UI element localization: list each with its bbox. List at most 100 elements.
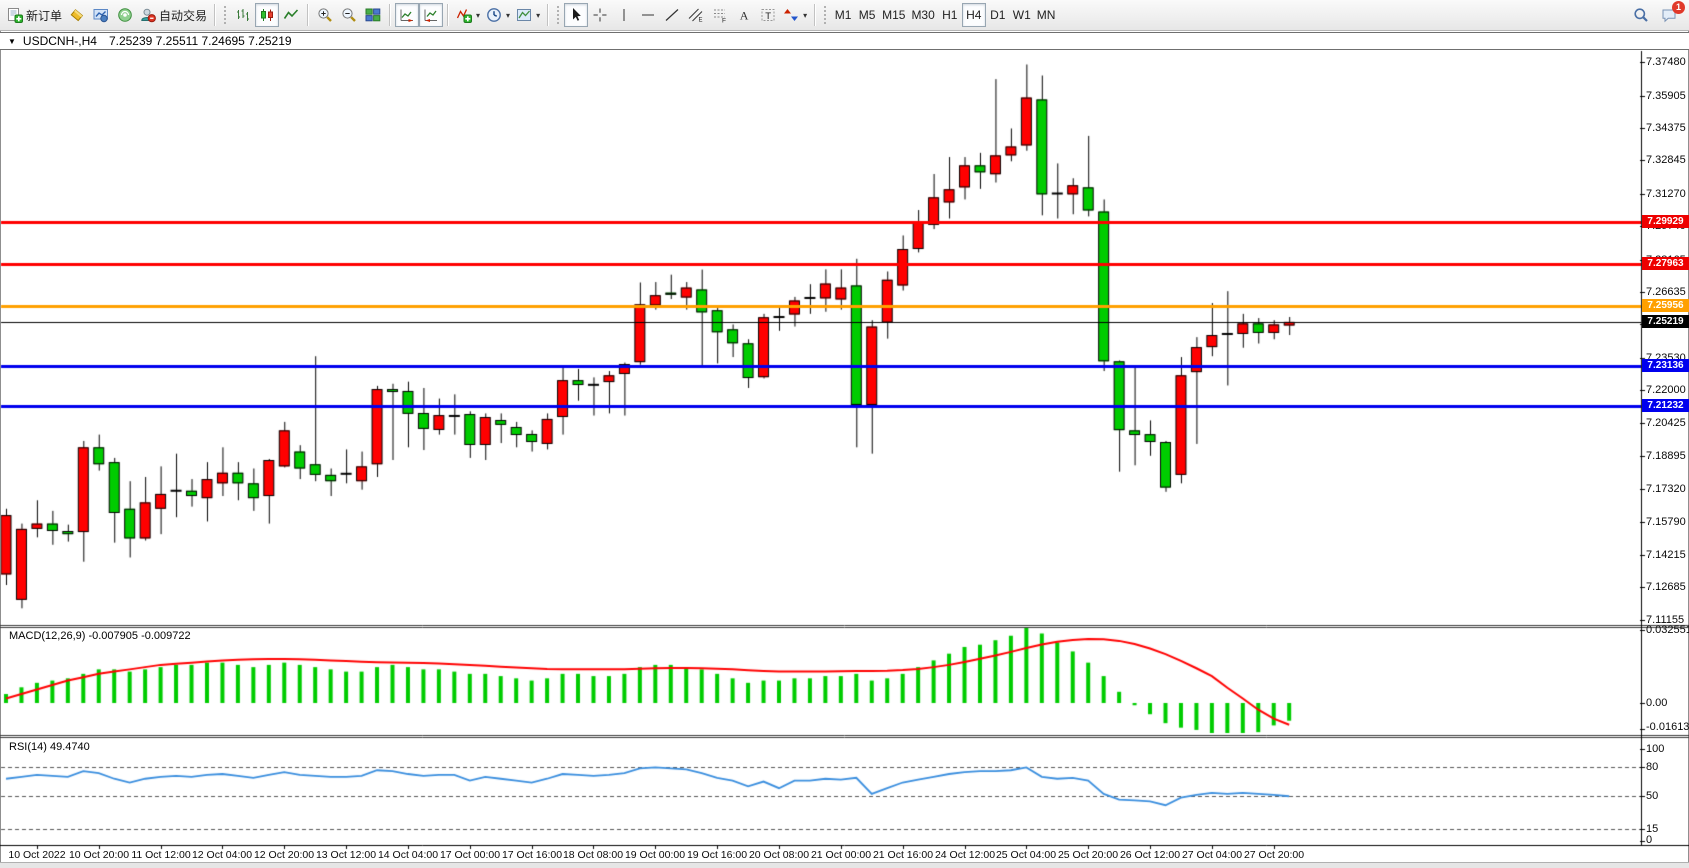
equidistant-channel-button[interactable]: E xyxy=(684,3,708,27)
toolbar-group: E F A T ▾ xyxy=(564,2,810,29)
toolbar: 新订单 自动交易 ▾ ▾ ▾ E F A T ▾ M1 M5 M15 M30 H1 H4 D1 W1 MN 1 xyxy=(0,0,1689,31)
tf-m15-button[interactable]: M15 xyxy=(879,3,908,27)
rsi-tick-label: 50 xyxy=(1646,790,1659,802)
candlestick-chart-button[interactable] xyxy=(255,3,280,27)
toolbar-drag-handle xyxy=(823,5,829,25)
chart-symbol-period: USDCNH-,H4 xyxy=(22,34,97,48)
navigator-button[interactable] xyxy=(89,3,113,27)
trendline-button[interactable] xyxy=(660,3,684,27)
tile-windows-button[interactable] xyxy=(361,3,385,27)
svg-text:F: F xyxy=(722,18,726,24)
arrows-button[interactable]: ▾ xyxy=(780,3,810,27)
macd-indicator-label: MACD(12,26,9) -0.007905 -0.009722 xyxy=(9,630,191,642)
toolbar-separator xyxy=(389,4,392,26)
time-axis-label: 19 Oct 16:00 xyxy=(686,849,748,861)
vertical-line-button[interactable] xyxy=(612,3,636,27)
horizontal-line-button[interactable] xyxy=(636,3,660,27)
periods-button[interactable]: ▾ xyxy=(483,3,513,27)
one-click-trading-toggle-icon[interactable]: ▼ xyxy=(8,36,16,46)
line-chart-icon xyxy=(283,7,299,23)
price-tick-label: 7.15790 xyxy=(1646,516,1686,528)
tf-m1-label: M1 xyxy=(834,8,852,22)
arrows-dropdown-icon[interactable]: ▾ xyxy=(803,10,808,20)
templates-button[interactable]: ▾ xyxy=(513,3,543,27)
auto-scroll-icon xyxy=(399,7,415,23)
notifications-button[interactable]: 1 xyxy=(1657,1,1685,27)
text-label-icon: T xyxy=(760,7,776,23)
price-tick-label: 7.37480 xyxy=(1646,56,1686,68)
text-button[interactable]: A xyxy=(732,3,756,27)
tf-m15-label: M15 xyxy=(882,8,906,22)
signals-button[interactable] xyxy=(113,3,137,27)
macd-tick-label: -0.016137 xyxy=(1646,721,1689,733)
chart-shift-button[interactable] xyxy=(419,3,444,27)
toolbar-separator xyxy=(547,4,550,26)
templates-dropdown-icon[interactable]: ▾ xyxy=(536,10,541,20)
price-tick-label: 7.17320 xyxy=(1646,483,1686,495)
periods-dropdown-icon[interactable]: ▾ xyxy=(506,10,511,20)
zoom-in-button[interactable] xyxy=(313,3,337,27)
indicators-icon xyxy=(456,7,473,23)
macd-tick-label: 0.00 xyxy=(1646,697,1668,709)
price-tag-7.23136: 7.23136 xyxy=(1642,359,1689,372)
time-axis-label: 25 Oct 20:00 xyxy=(1057,849,1119,861)
toolbar-drag-handle xyxy=(556,5,562,25)
macd-tick-label: 0.032551 xyxy=(1646,624,1689,636)
tf-h4-label: H4 xyxy=(966,8,982,22)
text-label-button[interactable]: T xyxy=(756,3,780,27)
periods-icon xyxy=(486,7,502,23)
toolbar-group: ▾ ▾ ▾ xyxy=(453,2,543,29)
tf-m1-button[interactable]: M1 xyxy=(831,3,855,27)
notifications-badge: 1 xyxy=(1672,1,1685,14)
new-order-button[interactable]: 新订单 xyxy=(4,3,65,27)
tf-w1-label: W1 xyxy=(1012,8,1031,22)
zoom-out-button[interactable] xyxy=(337,3,361,27)
tf-h4-button[interactable]: H4 xyxy=(961,3,986,27)
signals-icon xyxy=(117,7,133,23)
equidistant-channel-icon: E xyxy=(688,7,704,23)
tf-d1-button[interactable]: D1 xyxy=(986,3,1010,27)
tf-m5-label: M5 xyxy=(858,8,876,22)
line-chart-button[interactable] xyxy=(279,3,303,27)
price-tick-label: 7.11155 xyxy=(1646,614,1685,626)
tf-d1-label: D1 xyxy=(990,8,1006,22)
indicators-dropdown-icon[interactable]: ▾ xyxy=(476,10,481,20)
price-tick-label: 7.32845 xyxy=(1646,154,1686,166)
price-tick-label: 7.20425 xyxy=(1646,417,1686,429)
toolbar-group: M1 M5 M15 M30 H1 H4 D1 W1 MN xyxy=(831,2,1058,29)
svg-text:A: A xyxy=(740,9,749,23)
tf-m30-button[interactable]: M30 xyxy=(908,3,937,27)
auto-scroll-button[interactable] xyxy=(395,3,420,27)
chart-ohlc-values: 7.25239 7.25511 7.24695 7.25219 xyxy=(108,34,292,48)
new-order-icon xyxy=(7,7,23,23)
price-tick-label: 7.31270 xyxy=(1646,188,1686,200)
crosshair-button[interactable] xyxy=(588,3,612,27)
toolbar-group xyxy=(395,2,444,29)
time-axis-label: 21 Oct 16:00 xyxy=(872,849,934,861)
tf-w1-button[interactable]: W1 xyxy=(1010,3,1034,27)
svg-text:E: E xyxy=(699,18,703,24)
autotrading-button[interactable]: 自动交易 xyxy=(137,3,210,27)
crosshair-icon xyxy=(592,7,608,23)
time-axis-label: 27 Oct 04:00 xyxy=(1181,849,1243,861)
search-icon[interactable] xyxy=(1629,3,1653,27)
tile-windows-icon xyxy=(365,7,381,23)
cursor-button[interactable] xyxy=(564,3,589,27)
rsi-tick-label: 100 xyxy=(1646,743,1665,755)
price-tag-7.21232: 7.21232 xyxy=(1642,399,1689,412)
tf-h1-button[interactable]: H1 xyxy=(938,3,962,27)
time-axis-label: 24 Oct 12:00 xyxy=(934,849,996,861)
fibonacci-button[interactable]: F xyxy=(708,3,732,27)
time-axis-label: 10 Oct 20:00 xyxy=(68,849,130,861)
market-watch-button[interactable] xyxy=(65,3,89,27)
time-axis-label: 19 Oct 00:00 xyxy=(624,849,686,861)
tf-mn-button[interactable]: MN xyxy=(1034,3,1059,27)
tf-h1-label: H1 xyxy=(942,8,958,22)
tf-m5-button[interactable]: M5 xyxy=(855,3,879,27)
bar-chart-icon xyxy=(235,7,251,23)
search-button[interactable] xyxy=(1629,3,1653,27)
bar-chart-button[interactable] xyxy=(231,3,255,27)
price-tick-label: 7.35905 xyxy=(1646,90,1686,102)
indicators-button[interactable]: ▾ xyxy=(453,3,483,27)
